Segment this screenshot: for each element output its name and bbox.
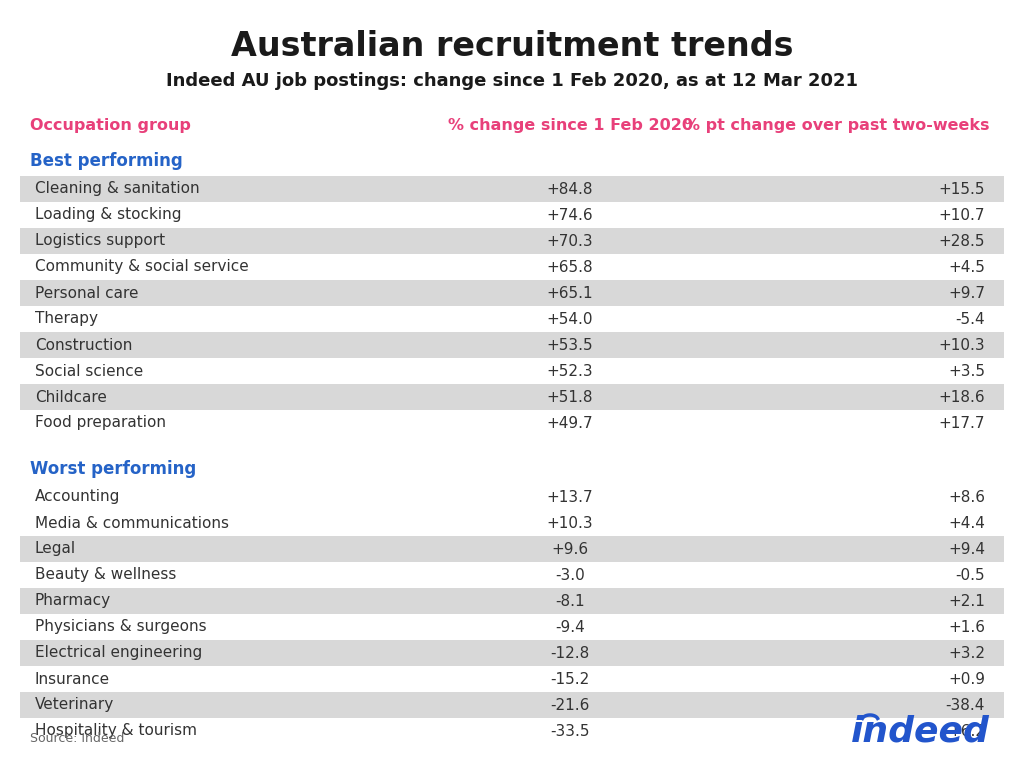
Text: Australian recruitment trends: Australian recruitment trends: [230, 30, 794, 63]
Text: +4.4: +4.4: [948, 516, 985, 530]
Text: Best performing: Best performing: [30, 152, 182, 170]
Text: +70.3: +70.3: [547, 234, 593, 248]
Text: Beauty & wellness: Beauty & wellness: [35, 567, 176, 583]
Text: +49.7: +49.7: [547, 416, 593, 430]
Bar: [20, 562, 1004, 588]
Text: +9.4: +9.4: [948, 541, 985, 557]
Text: +74.6: +74.6: [547, 207, 593, 223]
Text: -8.1: -8.1: [555, 594, 585, 608]
Bar: [20, 692, 1004, 718]
Text: +17.7: +17.7: [939, 416, 985, 430]
Text: % pt change over past two-weeks: % pt change over past two-weeks: [684, 118, 990, 133]
Text: +10.3: +10.3: [547, 516, 593, 530]
Bar: [20, 254, 1004, 280]
Text: +51.8: +51.8: [547, 389, 593, 405]
Text: Social science: Social science: [35, 363, 143, 379]
Text: Construction: Construction: [35, 338, 132, 352]
Text: +10.3: +10.3: [938, 338, 985, 352]
Bar: [20, 484, 1004, 510]
Text: +65.1: +65.1: [547, 285, 593, 301]
Text: -21.6: -21.6: [550, 698, 590, 712]
Text: -15.2: -15.2: [550, 672, 590, 686]
Text: +3.2: +3.2: [948, 645, 985, 661]
Text: -5.4: -5.4: [955, 311, 985, 326]
Text: % change since 1 Feb 2020: % change since 1 Feb 2020: [447, 118, 692, 133]
Bar: [20, 228, 1004, 254]
Text: +28.5: +28.5: [939, 234, 985, 248]
Text: +3.5: +3.5: [948, 363, 985, 379]
Text: Accounting: Accounting: [35, 490, 121, 504]
Bar: [20, 410, 1004, 436]
Text: -38.4: -38.4: [945, 698, 985, 712]
Bar: [20, 202, 1004, 228]
Text: +8.6: +8.6: [948, 490, 985, 504]
Text: +53.5: +53.5: [547, 338, 593, 352]
Text: -12.8: -12.8: [550, 645, 590, 661]
Text: Source: Indeed: Source: Indeed: [30, 732, 124, 745]
Text: +54.0: +54.0: [547, 311, 593, 326]
Text: Logistics support: Logistics support: [35, 234, 165, 248]
Text: -9.4: -9.4: [555, 620, 585, 635]
Text: Worst performing: Worst performing: [30, 460, 197, 478]
Text: Electrical engineering: Electrical engineering: [35, 645, 203, 661]
Text: +9.6: +9.6: [552, 541, 589, 557]
Text: Veterinary: Veterinary: [35, 698, 115, 712]
Text: Hospitality & tourism: Hospitality & tourism: [35, 723, 197, 739]
Text: +10.7: +10.7: [939, 207, 985, 223]
Text: +18.6: +18.6: [938, 389, 985, 405]
Bar: [20, 640, 1004, 666]
Text: -0.5: -0.5: [955, 567, 985, 583]
Text: Physicians & surgeons: Physicians & surgeons: [35, 620, 207, 635]
Text: +6.2: +6.2: [948, 723, 985, 739]
Bar: [20, 176, 1004, 202]
Text: -3.0: -3.0: [555, 567, 585, 583]
Bar: [20, 332, 1004, 358]
Text: Personal care: Personal care: [35, 285, 138, 301]
Text: Childcare: Childcare: [35, 389, 106, 405]
Text: +9.7: +9.7: [948, 285, 985, 301]
Bar: [20, 358, 1004, 384]
Text: Occupation group: Occupation group: [30, 118, 190, 133]
Text: Loading & stocking: Loading & stocking: [35, 207, 181, 223]
Bar: [20, 588, 1004, 614]
Text: Media & communications: Media & communications: [35, 516, 229, 530]
Text: +52.3: +52.3: [547, 363, 593, 379]
Text: Cleaning & sanitation: Cleaning & sanitation: [35, 181, 200, 197]
Text: +65.8: +65.8: [547, 260, 593, 274]
Text: +13.7: +13.7: [547, 490, 593, 504]
Text: +4.5: +4.5: [948, 260, 985, 274]
Text: Pharmacy: Pharmacy: [35, 594, 112, 608]
Bar: [20, 614, 1004, 640]
Text: +0.9: +0.9: [948, 672, 985, 686]
Text: +1.6: +1.6: [948, 620, 985, 635]
Bar: [20, 306, 1004, 332]
Text: -33.5: -33.5: [550, 723, 590, 739]
Bar: [20, 718, 1004, 744]
Text: Therapy: Therapy: [35, 311, 98, 326]
Text: Food preparation: Food preparation: [35, 416, 166, 430]
Text: indeed: indeed: [851, 714, 990, 748]
Text: Insurance: Insurance: [35, 672, 111, 686]
Text: +15.5: +15.5: [939, 181, 985, 197]
Bar: [20, 280, 1004, 306]
Bar: [20, 510, 1004, 536]
Bar: [20, 536, 1004, 562]
Text: +2.1: +2.1: [948, 594, 985, 608]
Text: +84.8: +84.8: [547, 181, 593, 197]
Bar: [20, 666, 1004, 692]
Text: Community & social service: Community & social service: [35, 260, 249, 274]
Bar: [20, 384, 1004, 410]
Text: Legal: Legal: [35, 541, 76, 557]
Text: Indeed AU job postings: change since 1 Feb 2020, as at 12 Mar 2021: Indeed AU job postings: change since 1 F…: [166, 72, 858, 90]
